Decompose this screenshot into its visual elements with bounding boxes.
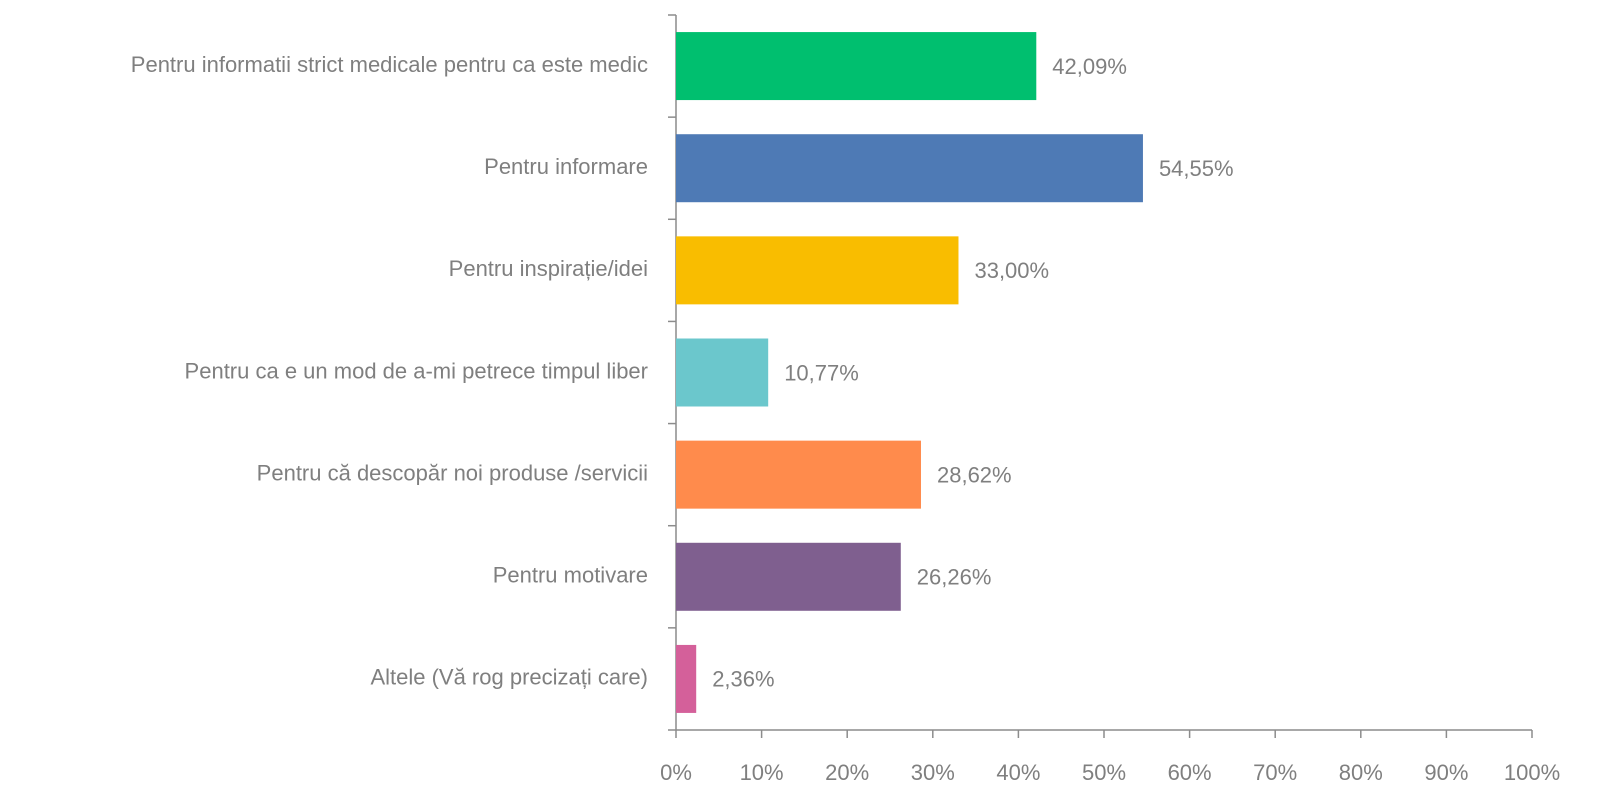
x-tick-label: 50% <box>1082 760 1126 785</box>
y-tick-label: Pentru ca e un mod de a-mi petrece timpu… <box>185 358 648 383</box>
bar <box>676 32 1037 101</box>
y-tick-label: Altele (Vă rog precizați care) <box>370 665 648 690</box>
x-tick-label: 80% <box>1339 760 1383 785</box>
bar <box>676 440 921 509</box>
bar <box>676 644 697 713</box>
x-tick-label: 20% <box>825 760 869 785</box>
bar <box>676 542 901 611</box>
bar <box>676 236 959 305</box>
value-label: 28,62% <box>937 462 1012 487</box>
y-tick-label: Pentru inspirație/idei <box>449 256 648 281</box>
x-tick-label: 0% <box>660 760 692 785</box>
x-tick-label: 10% <box>740 760 784 785</box>
x-tick-label: 70% <box>1253 760 1297 785</box>
y-tick-label: Pentru informare <box>484 154 648 179</box>
x-tick-label: 60% <box>1168 760 1212 785</box>
x-tick-label: 40% <box>996 760 1040 785</box>
y-tick-label: Pentru că descopăr noi produse /servicii <box>257 460 648 485</box>
bar <box>676 338 769 407</box>
value-label: 2,36% <box>712 667 774 692</box>
y-tick-label: Pentru motivare <box>493 563 648 588</box>
x-tick-label: 30% <box>911 760 955 785</box>
value-label: 33,00% <box>974 258 1049 283</box>
x-tick-label: 100% <box>1504 760 1560 785</box>
value-label: 26,26% <box>917 565 992 590</box>
value-label: 54,55% <box>1159 156 1234 181</box>
value-label: 10,77% <box>784 360 859 385</box>
value-label: 42,09% <box>1052 54 1127 79</box>
y-tick-label: Pentru informatii strict medicale pentru… <box>131 52 648 77</box>
bar <box>676 134 1143 203</box>
x-tick-label: 90% <box>1424 760 1468 785</box>
